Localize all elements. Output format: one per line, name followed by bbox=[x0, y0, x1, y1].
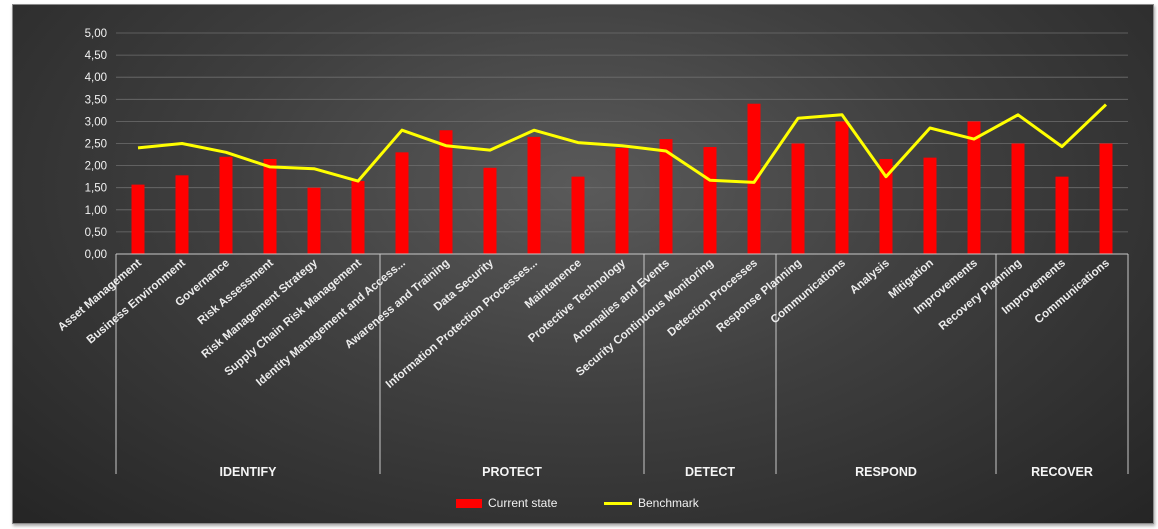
legend-item-benchmark: Benchmark bbox=[604, 496, 700, 510]
bar-current-state bbox=[704, 147, 717, 254]
y-tick-label: 2,50 bbox=[85, 139, 107, 151]
bar-current-state bbox=[572, 177, 585, 254]
bar-current-state bbox=[440, 130, 453, 254]
x-axis bbox=[116, 254, 1128, 474]
y-axis-ticks: 0,00 0,50 1,00 1,50 2,00 2,50 3,00 3,50 4,00 4,50… bbox=[85, 28, 107, 261]
bar-layer bbox=[132, 104, 1113, 254]
x-tick-label: Asset Management bbox=[56, 257, 144, 334]
bar-current-state bbox=[792, 144, 805, 255]
bar-current-state bbox=[220, 157, 233, 254]
bar-current-state bbox=[1100, 144, 1113, 255]
group-labels: IDENTIFY PROTECT DETECT RESPOND RECOVER bbox=[220, 465, 1093, 479]
bar-current-state bbox=[968, 121, 981, 254]
bar-current-state bbox=[1056, 177, 1069, 254]
x-tick-label: Response Planning bbox=[714, 257, 803, 335]
bar-current-state bbox=[352, 181, 365, 254]
y-tick-label: 1,50 bbox=[85, 183, 107, 195]
x-tick-label: Information Protection Processes... bbox=[384, 257, 540, 391]
y-tick-label: 4,50 bbox=[85, 50, 107, 62]
y-tick-label: 1,00 bbox=[85, 205, 107, 217]
bar-current-state bbox=[308, 188, 321, 254]
y-tick-label: 4,00 bbox=[85, 72, 107, 84]
group-label: RECOVER bbox=[1031, 465, 1093, 479]
bar-current-state bbox=[528, 137, 541, 254]
y-tick-label: 0,00 bbox=[85, 249, 107, 261]
legend-label-current-state: Current state bbox=[488, 496, 558, 510]
x-tick-label: Communications bbox=[769, 257, 848, 326]
bar-current-state bbox=[836, 121, 849, 254]
bar-current-state bbox=[924, 158, 937, 254]
x-tick-label: Communications bbox=[1033, 257, 1112, 326]
y-tick-label: 2,00 bbox=[85, 161, 107, 173]
y-tick-label: 0,50 bbox=[85, 227, 107, 239]
bar-current-state bbox=[176, 175, 189, 254]
bar-current-state bbox=[660, 139, 673, 254]
group-label: DETECT bbox=[685, 465, 735, 479]
bar-current-state bbox=[484, 168, 497, 254]
legend-item-current-state: Current state bbox=[456, 496, 558, 510]
y-tick-label: 3,00 bbox=[85, 116, 107, 128]
group-label: RESPOND bbox=[855, 465, 917, 479]
bar-current-state bbox=[396, 152, 409, 254]
group-label: PROTECT bbox=[482, 465, 542, 479]
y-tick-label: 3,50 bbox=[85, 94, 107, 106]
legend-swatch-current-state bbox=[456, 499, 482, 508]
x-tick-label: Detection Processes bbox=[666, 257, 760, 339]
bar-current-state bbox=[748, 104, 761, 254]
bar-current-state bbox=[616, 148, 629, 254]
bar-current-state bbox=[1012, 144, 1025, 255]
legend: Current state Benchmark bbox=[456, 496, 700, 510]
bar-current-state bbox=[264, 159, 277, 254]
bar-current-state bbox=[132, 185, 145, 254]
x-tick-label: Analysis bbox=[848, 257, 892, 297]
y-tick-label: 5,00 bbox=[85, 28, 107, 40]
group-label: IDENTIFY bbox=[220, 465, 278, 479]
x-tick-label: Recovery Planning bbox=[937, 257, 1024, 333]
x-tick-label: Risk Assessment bbox=[196, 257, 276, 327]
legend-label-benchmark: Benchmark bbox=[638, 496, 700, 510]
